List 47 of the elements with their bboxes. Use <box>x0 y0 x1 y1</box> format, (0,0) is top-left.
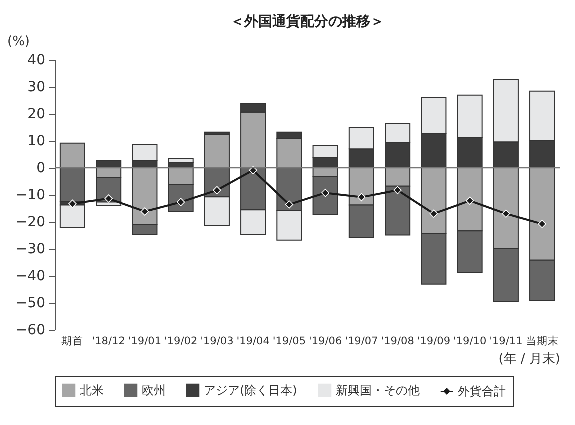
bar <box>168 158 194 164</box>
legend-label: 欧州 <box>142 383 166 398</box>
point <box>466 196 474 206</box>
x-tick-label: '19/10 <box>453 336 487 348</box>
x-tick-label: '19/04 <box>236 336 270 348</box>
x-axis-title: (年 / 月末) <box>498 352 560 367</box>
x-tick-label: '19/02 <box>164 336 198 348</box>
x-tick-label: '19/09 <box>417 336 451 348</box>
legend-label: 外貨合計 <box>458 384 506 398</box>
point <box>140 208 150 216</box>
y-tick-label: 40 <box>28 52 46 68</box>
y-tick-label: −40 <box>16 268 46 284</box>
chart-title: ＜外国通貨配分の推移＞ <box>230 13 384 30</box>
y-tick-label: 30 <box>28 80 46 96</box>
y-tick-label: −30 <box>16 242 46 258</box>
x-tick-label: '19/07 <box>345 336 378 348</box>
x-tick-label: 期首 <box>62 336 84 348</box>
point <box>104 194 113 203</box>
x-tick-label: '19/05 <box>272 336 306 348</box>
y-axis-title: (%) <box>8 34 30 50</box>
x-tick-label: 当期末 <box>526 334 559 348</box>
point <box>321 189 330 198</box>
point <box>213 186 222 195</box>
x-tick-label: '19/08 <box>381 336 414 348</box>
legend-label: 北米 <box>80 383 104 398</box>
x-tick-label: '18/12 <box>92 336 126 348</box>
point <box>358 193 366 202</box>
point <box>68 200 77 208</box>
point <box>285 200 294 209</box>
y-tick-label: 10 <box>28 134 46 150</box>
y-tick-label: −10 <box>16 188 46 204</box>
point <box>538 220 546 228</box>
x-tick-label: '19/01 <box>128 336 162 348</box>
legend-label: アジア(除く日本) <box>204 383 298 398</box>
x-tick-label: '19/03 <box>200 336 234 348</box>
y-tick-label: −50 <box>16 296 46 312</box>
x-tick-label: '19/11 <box>490 336 523 348</box>
bar <box>60 204 86 228</box>
y-tick-label: 0 <box>36 160 46 176</box>
point <box>502 210 510 218</box>
point <box>394 186 402 195</box>
legend-label: 新興国・その他 <box>336 383 420 398</box>
y-tick-label: 20 <box>28 106 46 122</box>
y-tick-label: −20 <box>16 214 46 230</box>
y-tick-label: −60 <box>16 322 46 338</box>
x-tick-label: '19/06 <box>308 336 342 348</box>
point <box>430 210 438 218</box>
